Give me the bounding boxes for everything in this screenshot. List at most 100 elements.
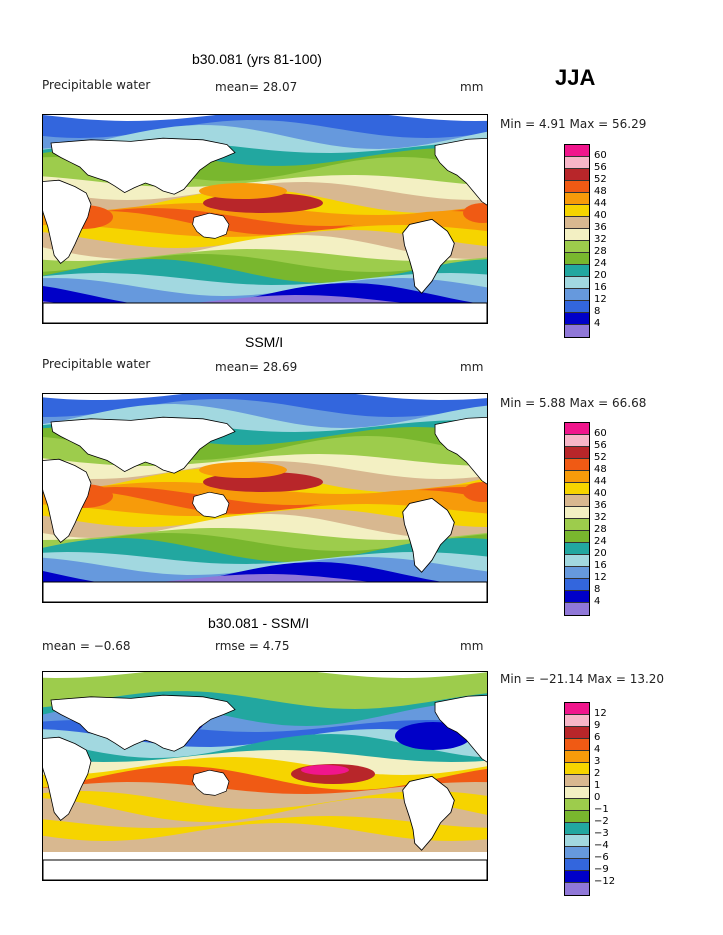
- colorbar-tick-label: 36: [594, 500, 607, 511]
- colorbar-tick-label: 32: [594, 512, 607, 523]
- colorbar-swatch: [565, 145, 589, 157]
- colorbar-tick-label: 48: [594, 186, 607, 197]
- colorbar-tick-label: 40: [594, 488, 607, 499]
- colorbar-tick-label: 16: [594, 282, 607, 293]
- contour-blob: [463, 203, 487, 223]
- landmass: [402, 775, 455, 851]
- colorbar-tick-label: 4: [594, 318, 601, 329]
- colorbar-tick-label: 48: [594, 464, 607, 475]
- colorbar-swatch: [565, 193, 589, 205]
- panel1-title: b30.081 (yrs 81-100): [192, 51, 322, 67]
- colorbar-swatch: [565, 603, 589, 615]
- panel1-mean-label: mean= 28.07: [215, 80, 298, 94]
- colorbar-swatch: [565, 447, 589, 459]
- panel3-colorbar: [564, 702, 590, 896]
- landmass: [192, 491, 230, 518]
- colorbar-swatch: [565, 871, 589, 883]
- colorbar-swatch: [565, 423, 589, 435]
- panel1-map-svg: [43, 115, 487, 323]
- colorbar-swatch: [565, 763, 589, 775]
- colorbar-swatch: [565, 313, 589, 325]
- colorbar-swatch: [565, 289, 589, 301]
- colorbar-swatch: [565, 265, 589, 277]
- colorbar-swatch: [565, 555, 589, 567]
- colorbar-swatch: [565, 519, 589, 531]
- colorbar-tick-label: 20: [594, 270, 607, 281]
- colorbar-swatch: [565, 591, 589, 603]
- colorbar-swatch: [565, 751, 589, 763]
- colorbar-swatch: [565, 181, 589, 193]
- colorbar-tick-label: 1: [594, 780, 601, 791]
- colorbar-tick-label: −2: [594, 816, 609, 827]
- colorbar-swatch: [565, 205, 589, 217]
- colorbar-swatch: [565, 579, 589, 591]
- panel2-units: mm: [460, 360, 484, 374]
- colorbar-swatch: [565, 169, 589, 181]
- season-label: JJA: [555, 65, 596, 90]
- contour-blob: [199, 183, 287, 199]
- colorbar-tick-label: 8: [594, 584, 601, 595]
- colorbar-swatch: [565, 507, 589, 519]
- contour-blob: [463, 482, 487, 502]
- colorbar-tick-label: 56: [594, 440, 607, 451]
- landmass: [402, 497, 455, 573]
- landmass: [50, 416, 236, 474]
- landmass: [434, 694, 487, 763]
- landmass: [50, 137, 236, 195]
- landmass: [43, 302, 487, 323]
- colorbar-swatch: [565, 277, 589, 289]
- colorbar-swatch: [565, 787, 589, 799]
- colorbar-swatch: [565, 859, 589, 871]
- colorbar-tick-label: 44: [594, 476, 607, 487]
- colorbar-swatch: [565, 229, 589, 241]
- colorbar-tick-label: 32: [594, 234, 607, 245]
- colorbar-swatch: [565, 799, 589, 811]
- colorbar-swatch: [565, 495, 589, 507]
- colorbar-tick-label: 36: [594, 222, 607, 233]
- panel3-units: mm: [460, 639, 484, 653]
- panel2-variable-label: Precipitable water: [42, 357, 151, 371]
- panel3-title: b30.081 - SSM/I: [208, 615, 310, 631]
- landmass: [434, 416, 487, 485]
- contour-blob: [301, 765, 349, 775]
- colorbar-swatch: [565, 883, 589, 895]
- colorbar-swatch: [565, 715, 589, 727]
- colorbar-swatch: [565, 823, 589, 835]
- colorbar-tick-label: −9: [594, 864, 609, 875]
- colorbar-swatch: [565, 301, 589, 313]
- colorbar-tick-label: 0: [594, 792, 601, 803]
- colorbar-tick-label: 20: [594, 548, 607, 559]
- landmass: [43, 179, 92, 264]
- continents: [43, 416, 487, 602]
- colorbar-swatch: [565, 847, 589, 859]
- colorbar-tick-label: 3: [594, 756, 601, 767]
- colorbar-swatch: [565, 567, 589, 579]
- panel1-colorbar: [564, 144, 590, 338]
- continents: [43, 694, 487, 880]
- colorbar-swatch: [565, 241, 589, 253]
- contour-blob: [199, 462, 287, 478]
- colorbar-tick-label: 56: [594, 162, 607, 173]
- colorbar-tick-label: 8: [594, 306, 601, 317]
- colorbar-tick-label: 52: [594, 174, 607, 185]
- panel2-mean-label: mean= 28.69: [215, 360, 298, 374]
- colorbar-tick-label: −12: [594, 876, 616, 887]
- colorbar-swatch: [565, 483, 589, 495]
- landmass: [434, 137, 487, 206]
- colorbar-tick-label: −3: [594, 828, 609, 839]
- colorbar-tick-label: 40: [594, 210, 607, 221]
- landmass: [192, 769, 230, 796]
- colorbar-swatch: [565, 471, 589, 483]
- panel1-map: [42, 114, 488, 324]
- panel1-minmax: Min = 4.91 Max = 56.29: [500, 117, 647, 131]
- contour-bands: [43, 115, 487, 323]
- colorbar-tick-label: 2: [594, 768, 601, 779]
- colorbar-swatch: [565, 739, 589, 751]
- panel1-units: mm: [460, 80, 484, 94]
- colorbar-swatch: [565, 435, 589, 447]
- landmass: [43, 736, 92, 821]
- panel3-rmse-label: rmse = 4.75: [215, 639, 290, 653]
- colorbar-tick-label: 9: [594, 720, 601, 731]
- colorbar-tick-label: 44: [594, 198, 607, 209]
- panel2-title: SSM/I: [245, 334, 284, 350]
